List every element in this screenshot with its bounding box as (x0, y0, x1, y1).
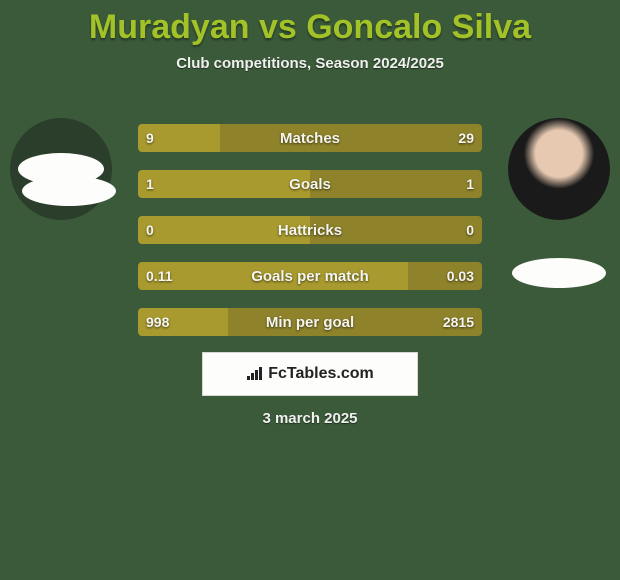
stat-value-left: 9 (138, 124, 162, 152)
stat-row: Matches9 29 (138, 124, 482, 152)
stat-value-right: 29 (450, 124, 482, 152)
stat-value-left: 0.11 (138, 262, 180, 290)
avatar-photo-icon (508, 118, 610, 220)
stat-row: Hattricks0 0 (138, 216, 482, 244)
stat-label: Hattricks (138, 216, 482, 244)
stat-label: Min per goal (138, 308, 482, 336)
stat-value-left: 998 (138, 308, 177, 336)
source-logo: FcTables.com (202, 352, 418, 396)
stat-value-right: 0 (458, 216, 482, 244)
stat-value-left: 0 (138, 216, 162, 244)
date-label: 3 march 2025 (0, 410, 620, 427)
stat-value-right: 1 (458, 170, 482, 198)
player-left-name-placeholder (22, 176, 116, 206)
stat-row: Min per goal998 2815 (138, 308, 482, 336)
stat-row: Goals1 1 (138, 170, 482, 198)
stat-value-right: 0.03 (439, 262, 482, 290)
subtitle: Club competitions, Season 2024/2025 (0, 55, 620, 72)
stat-label: Goals per match (138, 262, 482, 290)
stat-value-left: 1 (138, 170, 162, 198)
player-right-name-placeholder (512, 258, 606, 288)
stat-value-right: 2815 (435, 308, 482, 336)
stats-bars: Matches9 29 Goals1 1 Hattricks0 0 Goals per ma… (138, 124, 482, 354)
player-right-avatar (508, 118, 610, 220)
logo-text: FcTables.com (268, 365, 374, 383)
stat-label: Matches (138, 124, 482, 152)
bars-icon (246, 367, 264, 381)
page-title: Muradyan vs Goncalo Silva (0, 0, 620, 47)
stat-row: Goals per match0.11 0.03 (138, 262, 482, 290)
stat-label: Goals (138, 170, 482, 198)
